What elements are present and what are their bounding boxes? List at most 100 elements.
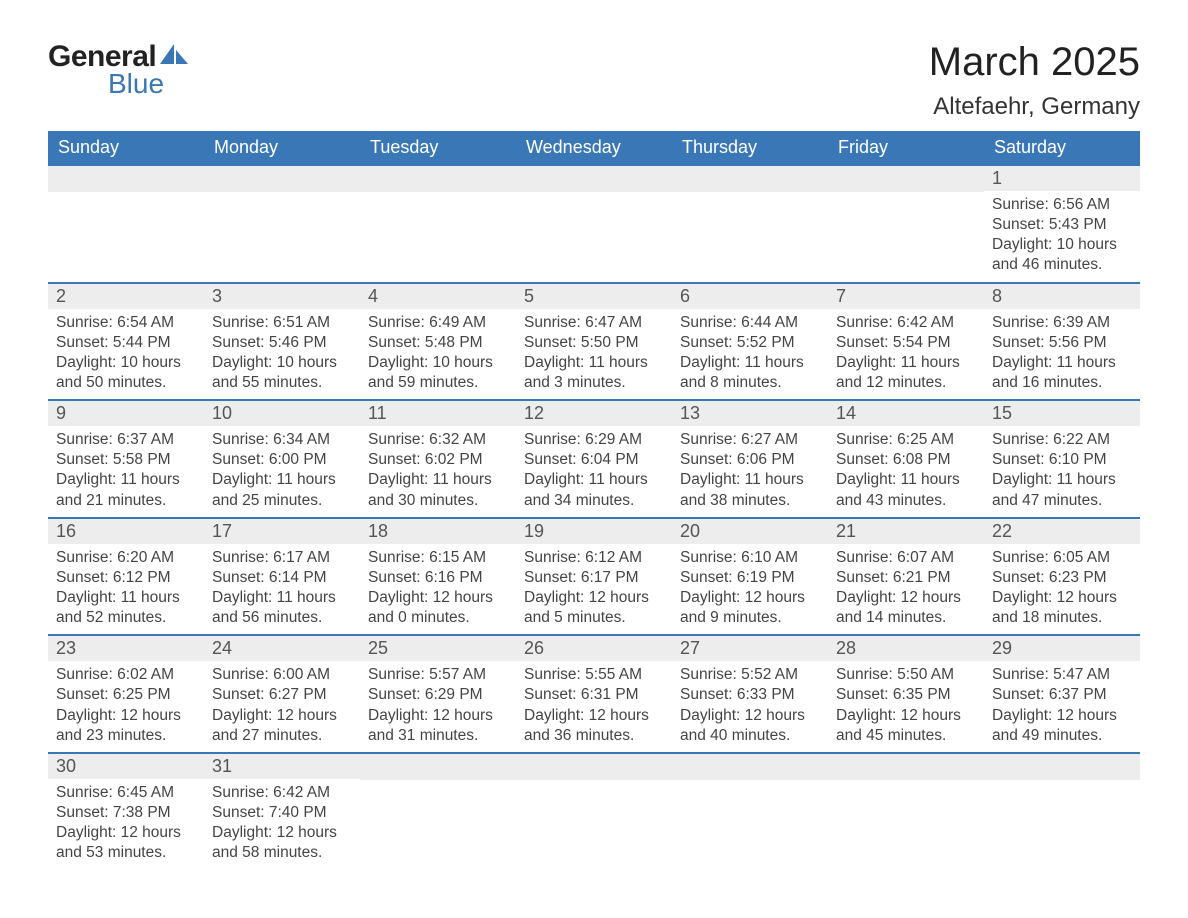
day-body bbox=[672, 780, 828, 850]
sunrise-line: Sunrise: 6:20 AM bbox=[56, 548, 196, 568]
calendar-cell-empty bbox=[360, 165, 516, 283]
daylight-line: Daylight: 12 hours and 0 minutes. bbox=[368, 588, 508, 628]
calendar-cell-empty bbox=[204, 165, 360, 283]
sunset-line: Sunset: 6:04 PM bbox=[524, 450, 664, 470]
day-body: Sunrise: 5:52 AMSunset: 6:33 PMDaylight:… bbox=[672, 661, 828, 752]
calendar-cell: 3Sunrise: 6:51 AMSunset: 5:46 PMDaylight… bbox=[204, 283, 360, 401]
day-number: 18 bbox=[360, 519, 516, 544]
daylight-line: Daylight: 12 hours and 45 minutes. bbox=[836, 706, 976, 746]
daylight-line: Daylight: 12 hours and 49 minutes. bbox=[992, 706, 1132, 746]
calendar-body: 1Sunrise: 6:56 AMSunset: 5:43 PMDaylight… bbox=[48, 165, 1140, 869]
day-body: Sunrise: 6:54 AMSunset: 5:44 PMDaylight:… bbox=[48, 309, 204, 400]
day-body: Sunrise: 6:25 AMSunset: 6:08 PMDaylight:… bbox=[828, 426, 984, 517]
sunset-line: Sunset: 5:48 PM bbox=[368, 333, 508, 353]
day-number: 20 bbox=[672, 519, 828, 544]
day-number: 10 bbox=[204, 401, 360, 426]
calendar-cell-empty bbox=[828, 165, 984, 283]
day-body: Sunrise: 6:37 AMSunset: 5:58 PMDaylight:… bbox=[48, 426, 204, 517]
logo-text-blue: Blue bbox=[108, 68, 190, 100]
calendar-cell-empty bbox=[516, 165, 672, 283]
sunset-line: Sunset: 6:12 PM bbox=[56, 568, 196, 588]
sunrise-line: Sunrise: 6:10 AM bbox=[680, 548, 820, 568]
daylight-line: Daylight: 11 hours and 21 minutes. bbox=[56, 470, 196, 510]
sunrise-line: Sunrise: 5:50 AM bbox=[836, 665, 976, 685]
sunrise-line: Sunrise: 6:47 AM bbox=[524, 313, 664, 333]
calendar-cell: 29Sunrise: 5:47 AMSunset: 6:37 PMDayligh… bbox=[984, 635, 1140, 753]
day-body: Sunrise: 6:56 AMSunset: 5:43 PMDaylight:… bbox=[984, 191, 1140, 282]
day-body: Sunrise: 6:07 AMSunset: 6:21 PMDaylight:… bbox=[828, 544, 984, 635]
weekday-header: Tuesday bbox=[360, 131, 516, 165]
logo: General Blue bbox=[48, 40, 190, 100]
day-number: 21 bbox=[828, 519, 984, 544]
calendar-cell: 19Sunrise: 6:12 AMSunset: 6:17 PMDayligh… bbox=[516, 518, 672, 636]
daylight-line: Daylight: 11 hours and 56 minutes. bbox=[212, 588, 352, 628]
calendar-cell-empty bbox=[360, 753, 516, 870]
sunrise-line: Sunrise: 6:37 AM bbox=[56, 430, 196, 450]
day-number: 22 bbox=[984, 519, 1140, 544]
sunrise-line: Sunrise: 5:52 AM bbox=[680, 665, 820, 685]
sunrise-line: Sunrise: 6:56 AM bbox=[992, 195, 1132, 215]
calendar-cell-empty bbox=[672, 165, 828, 283]
sunrise-line: Sunrise: 5:57 AM bbox=[368, 665, 508, 685]
daylight-line: Daylight: 11 hours and 52 minutes. bbox=[56, 588, 196, 628]
sunset-line: Sunset: 7:38 PM bbox=[56, 803, 196, 823]
daylight-line: Daylight: 11 hours and 43 minutes. bbox=[836, 470, 976, 510]
day-body bbox=[360, 192, 516, 262]
logo-sail-icon bbox=[160, 42, 190, 71]
day-number: 24 bbox=[204, 636, 360, 661]
daylight-line: Daylight: 11 hours and 16 minutes. bbox=[992, 353, 1132, 393]
day-body: Sunrise: 6:29 AMSunset: 6:04 PMDaylight:… bbox=[516, 426, 672, 517]
sunrise-line: Sunrise: 5:47 AM bbox=[992, 665, 1132, 685]
sunset-line: Sunset: 6:23 PM bbox=[992, 568, 1132, 588]
sunrise-line: Sunrise: 6:42 AM bbox=[212, 783, 352, 803]
calendar-cell: 5Sunrise: 6:47 AMSunset: 5:50 PMDaylight… bbox=[516, 283, 672, 401]
day-body: Sunrise: 6:20 AMSunset: 6:12 PMDaylight:… bbox=[48, 544, 204, 635]
sunrise-line: Sunrise: 5:55 AM bbox=[524, 665, 664, 685]
day-number bbox=[672, 754, 828, 780]
day-number bbox=[516, 754, 672, 780]
calendar-cell: 28Sunrise: 5:50 AMSunset: 6:35 PMDayligh… bbox=[828, 635, 984, 753]
day-body bbox=[828, 192, 984, 262]
sunset-line: Sunset: 7:40 PM bbox=[212, 803, 352, 823]
month-title: March 2025 bbox=[929, 40, 1140, 85]
calendar-cell: 31Sunrise: 6:42 AMSunset: 7:40 PMDayligh… bbox=[204, 753, 360, 870]
day-number: 19 bbox=[516, 519, 672, 544]
day-body bbox=[516, 780, 672, 850]
calendar-cell-empty bbox=[48, 165, 204, 283]
daylight-line: Daylight: 10 hours and 59 minutes. bbox=[368, 353, 508, 393]
day-body bbox=[360, 780, 516, 850]
day-body bbox=[828, 780, 984, 850]
day-number: 30 bbox=[48, 754, 204, 779]
calendar-week-row: 16Sunrise: 6:20 AMSunset: 6:12 PMDayligh… bbox=[48, 518, 1140, 636]
calendar-week-row: 1Sunrise: 6:56 AMSunset: 5:43 PMDaylight… bbox=[48, 165, 1140, 283]
daylight-line: Daylight: 12 hours and 53 minutes. bbox=[56, 823, 196, 863]
calendar-cell: 4Sunrise: 6:49 AMSunset: 5:48 PMDaylight… bbox=[360, 283, 516, 401]
day-body: Sunrise: 6:17 AMSunset: 6:14 PMDaylight:… bbox=[204, 544, 360, 635]
daylight-line: Daylight: 11 hours and 34 minutes. bbox=[524, 470, 664, 510]
day-body bbox=[48, 192, 204, 262]
day-body: Sunrise: 6:34 AMSunset: 6:00 PMDaylight:… bbox=[204, 426, 360, 517]
calendar-cell: 21Sunrise: 6:07 AMSunset: 6:21 PMDayligh… bbox=[828, 518, 984, 636]
weekday-header: Thursday bbox=[672, 131, 828, 165]
calendar-cell: 20Sunrise: 6:10 AMSunset: 6:19 PMDayligh… bbox=[672, 518, 828, 636]
sunset-line: Sunset: 5:43 PM bbox=[992, 215, 1132, 235]
sunset-line: Sunset: 5:44 PM bbox=[56, 333, 196, 353]
daylight-line: Daylight: 10 hours and 46 minutes. bbox=[992, 235, 1132, 275]
day-body: Sunrise: 6:47 AMSunset: 5:50 PMDaylight:… bbox=[516, 309, 672, 400]
day-body: Sunrise: 6:05 AMSunset: 6:23 PMDaylight:… bbox=[984, 544, 1140, 635]
day-number: 6 bbox=[672, 284, 828, 309]
day-body bbox=[204, 192, 360, 262]
sunset-line: Sunset: 5:50 PM bbox=[524, 333, 664, 353]
sunrise-line: Sunrise: 6:02 AM bbox=[56, 665, 196, 685]
day-number bbox=[984, 754, 1140, 780]
day-number: 15 bbox=[984, 401, 1140, 426]
day-number bbox=[360, 166, 516, 192]
day-number: 9 bbox=[48, 401, 204, 426]
sunrise-line: Sunrise: 6:54 AM bbox=[56, 313, 196, 333]
daylight-line: Daylight: 11 hours and 25 minutes. bbox=[212, 470, 352, 510]
sunset-line: Sunset: 6:19 PM bbox=[680, 568, 820, 588]
day-number bbox=[828, 166, 984, 192]
daylight-line: Daylight: 12 hours and 5 minutes. bbox=[524, 588, 664, 628]
daylight-line: Daylight: 11 hours and 8 minutes. bbox=[680, 353, 820, 393]
day-body bbox=[984, 780, 1140, 850]
